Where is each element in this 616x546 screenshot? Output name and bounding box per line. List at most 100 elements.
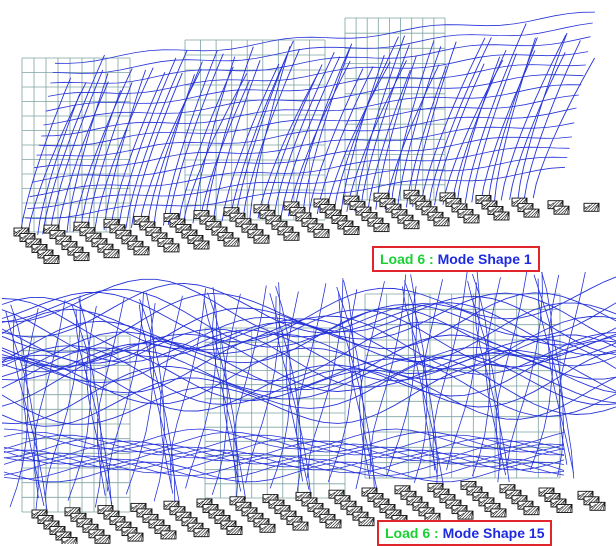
deformed-column xyxy=(153,74,195,227)
support-hatch xyxy=(187,524,195,530)
deformed-column xyxy=(442,59,504,205)
deformed-column xyxy=(42,54,105,235)
support-hatch xyxy=(286,518,294,523)
support-hatch xyxy=(596,502,606,511)
deformed-floor xyxy=(1,276,616,343)
deformed-column xyxy=(96,297,125,496)
support-hatch xyxy=(352,513,360,519)
support-hatch xyxy=(127,243,135,248)
support-hatch xyxy=(569,504,573,513)
support-hatch xyxy=(403,192,411,197)
support-hatch xyxy=(272,221,282,230)
support-hatch xyxy=(181,519,189,524)
support-hatch xyxy=(427,214,435,219)
support-hatch xyxy=(500,211,510,221)
support-hatch xyxy=(511,199,519,205)
support-hatch xyxy=(50,526,60,535)
support-hatch xyxy=(509,489,519,499)
support-hatch xyxy=(202,506,210,511)
support-hatch xyxy=(200,528,210,537)
support-hatch xyxy=(47,224,57,234)
deformed-column xyxy=(411,286,444,486)
support-hatch xyxy=(538,489,546,495)
support-hatch xyxy=(428,513,438,522)
support-hatch xyxy=(301,220,309,225)
support-hatch xyxy=(290,516,300,525)
support-hatch xyxy=(251,513,261,522)
support-hatch xyxy=(461,510,471,520)
support-hatch xyxy=(169,508,177,513)
deformed-floor xyxy=(1,356,616,425)
support-hatch xyxy=(523,508,531,513)
deformed-column xyxy=(162,50,218,226)
support-hatch xyxy=(259,526,267,531)
support-hatch xyxy=(338,220,348,230)
support-hatch xyxy=(107,219,117,228)
support-hatch xyxy=(131,241,141,250)
support-hatch xyxy=(505,491,513,497)
support-hatch xyxy=(239,502,249,511)
support-hatch xyxy=(313,231,321,236)
support-hatch xyxy=(557,504,567,513)
support-hatch xyxy=(445,501,453,507)
support-hatch xyxy=(398,214,408,224)
support-hatch xyxy=(584,496,594,506)
support-hatch xyxy=(475,197,483,202)
support-hatch xyxy=(109,226,117,232)
support-hatch xyxy=(494,508,504,518)
support-hatch xyxy=(74,221,84,231)
support-hatch xyxy=(278,505,288,514)
support-hatch xyxy=(467,486,477,496)
support-hatch xyxy=(76,520,84,526)
support-hatch xyxy=(70,515,78,520)
support-hatch xyxy=(449,499,459,509)
support-hatch xyxy=(422,206,432,216)
support-hatch xyxy=(41,515,51,524)
support-hatch xyxy=(557,205,567,215)
support-hatch xyxy=(19,235,27,240)
support-hatch xyxy=(434,488,444,498)
support-hatch xyxy=(391,211,399,216)
support-hatch xyxy=(128,532,138,542)
support-hatch xyxy=(433,219,441,225)
support-hatch xyxy=(230,212,240,222)
support-hatch xyxy=(146,246,150,255)
support-hatch xyxy=(32,509,42,519)
support-hatch xyxy=(266,494,276,503)
support-hatch xyxy=(274,507,282,512)
support-hatch xyxy=(143,246,150,255)
support-hatch xyxy=(293,207,303,216)
support-hatch xyxy=(386,509,396,519)
support-hatch xyxy=(347,506,357,515)
deformed-column xyxy=(86,305,113,505)
support-hatch xyxy=(452,203,462,213)
support-hatch xyxy=(275,505,285,514)
support-hatch xyxy=(361,489,369,495)
support-hatch xyxy=(230,526,240,535)
support-hatch xyxy=(185,229,195,239)
support-hatch xyxy=(439,496,447,501)
support-hatch xyxy=(494,211,504,221)
support-hatch xyxy=(95,238,105,247)
support-hatch xyxy=(193,212,201,217)
support-hatch xyxy=(319,206,327,211)
support-hatch xyxy=(287,232,297,241)
support-hatch xyxy=(89,529,99,539)
support-hatch xyxy=(476,195,486,204)
deformed-column xyxy=(44,295,81,496)
support-hatch xyxy=(17,227,27,237)
support-hatch xyxy=(368,217,378,227)
support-hatch xyxy=(521,500,531,510)
support-hatch xyxy=(13,229,21,235)
support-hatch xyxy=(101,505,111,514)
support-hatch xyxy=(95,535,105,544)
support-hatch xyxy=(332,519,342,529)
support-hatch xyxy=(77,252,87,261)
support-hatch xyxy=(434,217,444,227)
support-hatch xyxy=(65,507,75,517)
deformed-column xyxy=(146,61,203,227)
support-hatch xyxy=(566,504,573,513)
support-hatch xyxy=(395,485,405,495)
support-hatch xyxy=(113,249,120,258)
support-hatch xyxy=(440,192,450,202)
